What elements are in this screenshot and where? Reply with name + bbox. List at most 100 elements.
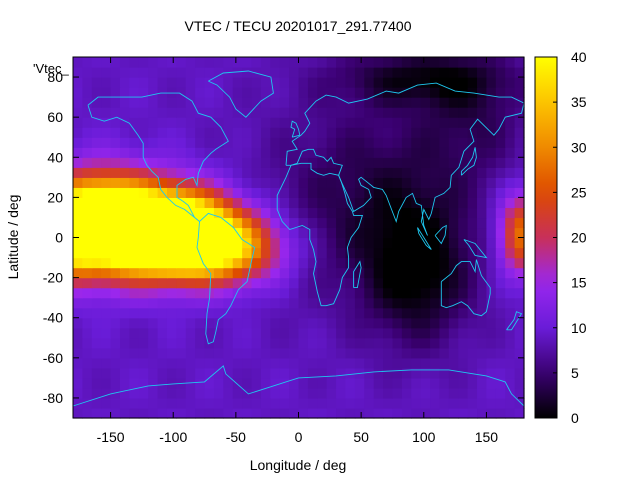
colorbar-tick-label: 10 — [571, 320, 587, 336]
heatmap-cell — [430, 397, 441, 409]
heatmap-cell — [477, 307, 488, 319]
heatmap-cell — [166, 107, 177, 118]
heatmap-cell — [270, 287, 281, 299]
heatmap-cell — [298, 177, 309, 188]
heatmap-cell — [486, 337, 497, 349]
heatmap-cell — [270, 97, 281, 108]
heatmap-cell — [430, 167, 441, 178]
heatmap-cell — [420, 257, 431, 269]
heatmap-cell — [119, 107, 130, 118]
heatmap-cell — [326, 297, 337, 309]
heatmap-cell — [354, 77, 365, 88]
heatmap-cell — [251, 77, 262, 88]
heatmap-cell — [307, 237, 318, 249]
heatmap-cell — [514, 117, 525, 128]
heatmap-cell — [505, 397, 516, 409]
heatmap-cell — [326, 287, 337, 299]
heatmap-cell — [467, 347, 478, 359]
heatmap-cell — [458, 227, 469, 239]
heatmap-cell — [298, 137, 309, 148]
heatmap-cell — [157, 357, 168, 369]
heatmap-cell — [185, 397, 196, 409]
heatmap-cell — [448, 407, 459, 419]
heatmap-cell — [242, 67, 253, 78]
heatmap-cell — [458, 107, 469, 118]
y-tick-label: 80 — [47, 69, 63, 85]
heatmap-cell — [298, 117, 309, 128]
heatmap-cell — [448, 207, 459, 219]
heatmap-cell — [166, 167, 177, 178]
heatmap-cell — [467, 87, 478, 98]
heatmap-cell — [101, 327, 112, 339]
heatmap-cell — [129, 337, 140, 349]
heatmap-cell — [477, 147, 488, 158]
heatmap-cell — [364, 237, 375, 249]
heatmap-cell — [477, 167, 488, 178]
heatmap-cell — [448, 387, 459, 399]
heatmap-cell — [439, 107, 450, 118]
heatmap-cell — [110, 67, 121, 78]
heatmap-cell — [430, 237, 441, 249]
heatmap-cell — [411, 237, 422, 249]
heatmap-cell — [223, 147, 234, 158]
heatmap-cell — [289, 97, 300, 108]
heatmap-cell — [204, 377, 215, 389]
heatmap-cell — [364, 107, 375, 118]
heatmap-cell — [129, 327, 140, 339]
heatmap-cell — [317, 177, 328, 188]
heatmap-cell — [260, 347, 271, 359]
heatmap-cell — [383, 267, 394, 279]
heatmap-cell — [411, 347, 422, 359]
heatmap-cell — [185, 57, 196, 68]
heatmap-cell — [91, 347, 102, 359]
heatmap-cell — [477, 87, 488, 98]
heatmap-cell — [364, 197, 375, 209]
heatmap-cell — [166, 67, 177, 78]
heatmap-cell — [477, 387, 488, 399]
heatmap-cell — [148, 297, 159, 309]
heatmap-cell — [326, 357, 337, 369]
heatmap-cell — [383, 367, 394, 379]
heatmap-cell — [157, 237, 168, 249]
heatmap-cell — [232, 87, 243, 98]
heatmap-cell — [486, 107, 497, 118]
heatmap-cell — [195, 397, 206, 409]
heatmap-cell — [251, 317, 262, 329]
heatmap-cell — [439, 307, 450, 319]
heatmap-cell — [505, 257, 516, 269]
heatmap-cell — [251, 237, 262, 249]
heatmap-cell — [373, 247, 384, 259]
heatmap-cell — [307, 77, 318, 88]
x-tick-label: 100 — [412, 429, 436, 445]
heatmap-cell — [458, 367, 469, 379]
heatmap-cell — [195, 117, 206, 128]
heatmap-cell — [213, 137, 224, 148]
heatmap-cell — [232, 107, 243, 118]
heatmap-cell — [354, 137, 365, 148]
heatmap-cell — [129, 177, 140, 188]
heatmap-cell — [148, 207, 159, 219]
heatmap-cell — [110, 227, 121, 239]
heatmap-cell — [101, 367, 112, 379]
heatmap-cell — [495, 207, 506, 219]
heatmap-cell — [477, 337, 488, 349]
heatmap-cell — [495, 337, 506, 349]
heatmap-cell — [195, 67, 206, 78]
heatmap-cell — [458, 117, 469, 128]
heatmap-cell — [213, 177, 224, 188]
heatmap-cell — [166, 77, 177, 88]
heatmap-cell — [119, 317, 130, 329]
heatmap-cell — [213, 57, 224, 68]
heatmap-cell — [495, 107, 506, 118]
heatmap-cell — [411, 67, 422, 78]
heatmap-cell — [298, 387, 309, 399]
heatmap-cell — [289, 357, 300, 369]
heatmap-cell — [129, 67, 140, 78]
heatmap-cell — [185, 387, 196, 399]
heatmap-cell — [129, 207, 140, 219]
heatmap-cell — [420, 367, 431, 379]
heatmap-cell — [157, 77, 168, 88]
heatmap-cell — [204, 77, 215, 88]
heatmap-cell — [260, 277, 271, 289]
heatmap-cell — [430, 377, 441, 389]
